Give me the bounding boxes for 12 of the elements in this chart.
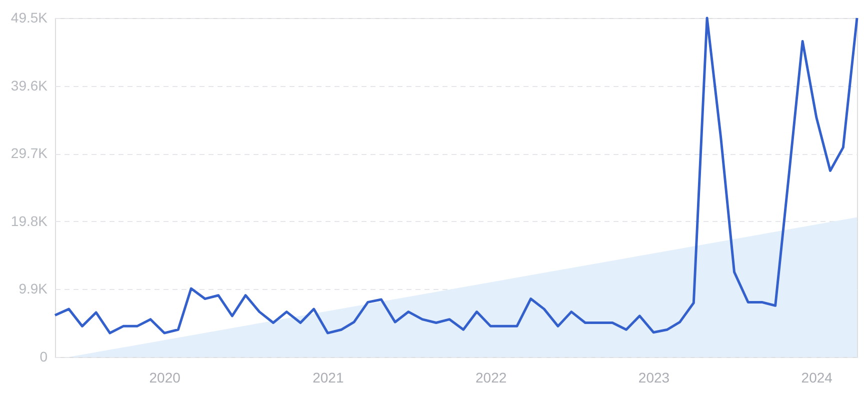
x-tick-label: 2024 — [801, 370, 833, 386]
x-tick-label: 2020 — [149, 370, 181, 386]
y-tick-label: 29.7K — [10, 145, 48, 162]
x-tick-label: 2023 — [638, 370, 670, 386]
x-tick-label: 2021 — [312, 370, 344, 386]
x-tick-label: 2022 — [476, 370, 507, 386]
y-tick-label: 9.9K — [18, 280, 48, 297]
line-series — [54, 16, 858, 334]
y-tick-label: 49.5K — [10, 10, 48, 26]
y-tick-label: 19.8K — [10, 212, 48, 229]
y-tick-label: 0 — [40, 348, 48, 364]
y-tick-label: 39.6K — [10, 77, 48, 94]
